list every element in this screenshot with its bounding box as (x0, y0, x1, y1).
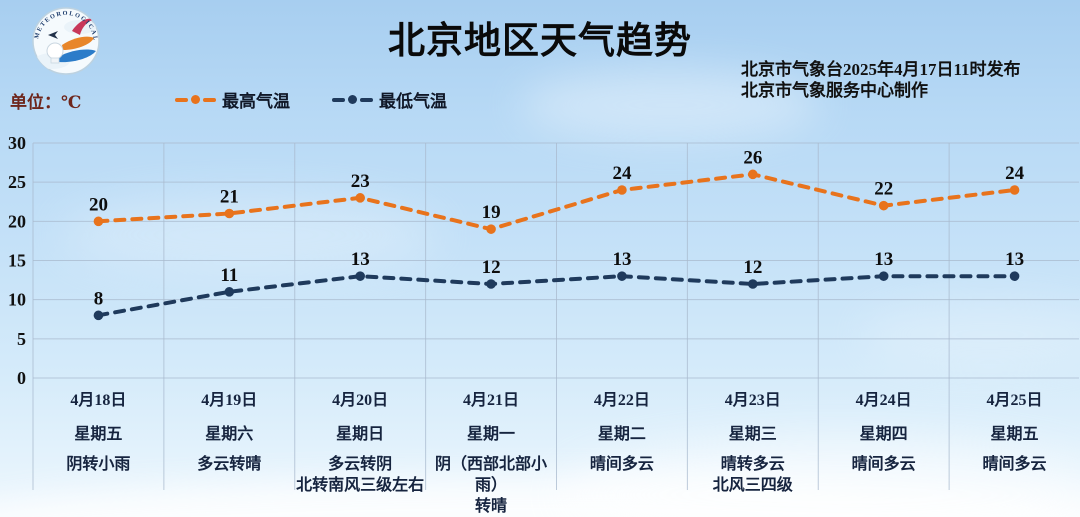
issued-line2: 北京市气象服务中心制作 (741, 81, 928, 100)
value-label: 24 (1005, 163, 1025, 184)
y-tick-label: 25 (8, 172, 26, 192)
meteorological-service-logo-icon: METEOROLOGICAL SERVICE (28, 5, 100, 75)
day-weekday: 星期三 (728, 426, 777, 443)
data-point-marker (355, 193, 365, 203)
data-point-marker (748, 279, 758, 289)
unit-label: 单位：℃ (10, 93, 82, 112)
day-labels-row: 4月18日 星期五 阴转小雨 4月19日 星期六 多云转晴 4月20日 星期日 多云转阴 北转南风… (33, 384, 1080, 517)
day-weather: 多云转阴 北转南风三级左右 (296, 456, 425, 494)
data-point-marker (224, 287, 235, 297)
day-column: 4月19日星期六多云转晴 (164, 384, 295, 517)
page-title: 北京地区天气趋势 (388, 21, 692, 62)
value-label: 13 (1005, 249, 1024, 270)
issued-info: 北京市气象台2025年4月17日11时发布 北京市气象服务中心制作 (741, 59, 1021, 101)
day-weather: 晴间多云 (982, 456, 1047, 473)
day-weekday: 星期四 (859, 426, 908, 443)
y-tick-label: 10 (8, 290, 26, 310)
data-point-marker (878, 271, 889, 281)
day-weekday: 星期二 (597, 426, 646, 443)
y-tick-label: 5 (17, 329, 26, 349)
day-column: 4月18日星期五阴转小雨 (33, 384, 164, 517)
day-column: 4月23日星期三晴转多云 北风三四级 (687, 384, 818, 517)
value-label: 23 (351, 171, 370, 192)
day-weekday: 星期五 (990, 426, 1039, 443)
data-point-marker (1009, 185, 1020, 195)
day-weekday: 星期日 (336, 426, 385, 443)
data-point-marker (486, 279, 496, 289)
y-tick-label: 0 (17, 368, 26, 388)
value-label: 22 (874, 179, 893, 200)
legend-label-high: 最高气温 (222, 92, 290, 111)
day-date: 4月24日 (855, 392, 912, 409)
high-temp-line (96, 172, 1017, 232)
value-label: 13 (351, 249, 370, 270)
day-column: 4月24日星期四晴间多云 (818, 384, 949, 517)
day-weather: 晴间多云 (589, 456, 654, 473)
day-date: 4月19日 (201, 392, 258, 409)
data-point-marker (617, 185, 627, 195)
high-temp-line-swatch-icon (175, 95, 216, 104)
data-point-marker (748, 169, 758, 180)
day-date: 4月18日 (70, 392, 127, 409)
data-point-marker (1009, 271, 1020, 281)
day-date: 4月25日 (986, 392, 1043, 409)
legend-item-high: 最高气温 (175, 87, 290, 112)
day-weather: 晴间多云 (851, 456, 916, 473)
chart-legend: 最高气温 最低气温 (175, 87, 447, 112)
data-point-marker (93, 216, 104, 227)
data-point-marker (93, 310, 104, 321)
value-label: 20 (89, 194, 108, 215)
day-date: 4月21日 (463, 392, 520, 409)
value-label: 11 (220, 265, 238, 286)
value-label: 21 (220, 187, 239, 208)
y-tick-label: 15 (8, 251, 26, 271)
day-date: 4月20日 (332, 392, 389, 409)
value-label: 13 (612, 249, 631, 270)
legend-label-low: 最低气温 (379, 92, 447, 111)
day-column: 4月20日星期日多云转阴 北转南风三级左右 (295, 384, 426, 517)
y-tick-label: 20 (8, 211, 26, 231)
day-weather: 阴转小雨 (66, 456, 131, 473)
day-column: 4月25日星期五晴间多云 (949, 384, 1080, 517)
data-point-marker (486, 224, 496, 234)
value-label: 19 (482, 202, 501, 223)
day-weekday: 星期五 (74, 426, 123, 443)
data-point-marker (878, 200, 889, 211)
data-point-marker (617, 271, 627, 281)
data-point-marker (355, 271, 365, 281)
day-column: 4月22日星期二晴间多云 (557, 384, 688, 517)
value-label: 26 (743, 147, 762, 168)
value-label: 13 (874, 249, 893, 270)
data-point-marker (224, 208, 235, 219)
day-date: 4月23日 (724, 392, 781, 409)
value-label: 24 (612, 163, 632, 184)
day-weather: 阴（西部北部小雨）转晴夜间南转北风三四级 (435, 456, 548, 515)
day-weekday: 星期六 (205, 426, 254, 443)
value-label: 12 (743, 257, 762, 278)
day-weekday: 星期一 (467, 426, 516, 443)
low-temp-line (96, 274, 1017, 318)
day-date: 4月22日 (593, 392, 650, 409)
legend-item-low: 最低气温 (332, 87, 447, 112)
low-temp-line-swatch-icon (332, 95, 373, 104)
y-tick-label: 30 (8, 133, 26, 153)
day-weather: 晴转多云 北风三四级 (712, 456, 793, 494)
issued-line1: 北京市气象台2025年4月17日11时发布 (741, 60, 1021, 79)
value-label: 8 (94, 288, 104, 309)
value-label: 12 (482, 257, 501, 278)
day-weather: 多云转晴 (197, 456, 262, 473)
